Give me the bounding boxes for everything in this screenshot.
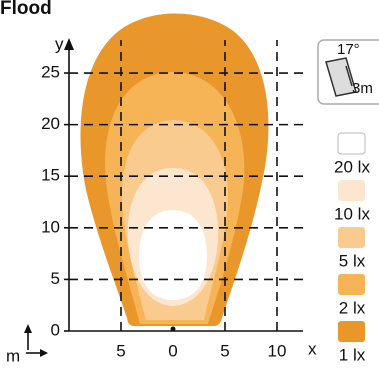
grid xyxy=(69,40,303,331)
legend-label: 20 lx xyxy=(334,157,370,176)
icon-lamp xyxy=(325,57,357,97)
y-axis-label: y xyxy=(55,34,64,53)
icon-height: 3m xyxy=(352,80,373,97)
icon-line xyxy=(345,65,353,87)
legend-label: 10 lx xyxy=(334,204,370,223)
legend-swatch xyxy=(337,132,366,155)
origin-dot xyxy=(170,326,176,332)
legend-swatch xyxy=(338,274,365,295)
y-tick-label: 15 xyxy=(41,166,60,185)
y-tick-label: 20 xyxy=(41,114,60,133)
legend-label: 1 lx xyxy=(339,345,366,364)
unit-arrow-right-head xyxy=(40,349,48,357)
y-tick-label: 5 xyxy=(51,269,60,288)
x-axis-label: x xyxy=(308,339,317,358)
legend-label: 5 lx xyxy=(339,251,366,270)
unit-arrow-up-head xyxy=(24,324,32,333)
unit-label: m xyxy=(6,346,20,365)
y-axis-arrow xyxy=(64,38,74,50)
legend-label: 2 lx xyxy=(339,298,366,317)
isolux-zone xyxy=(139,210,207,300)
y-tick-label: 10 xyxy=(41,217,60,236)
legend-swatch xyxy=(338,227,365,248)
x-tick-label: 5 xyxy=(220,341,229,360)
isolux-zones xyxy=(80,13,269,326)
legend-swatch xyxy=(338,180,365,201)
x-tick-label: 5 xyxy=(116,341,125,360)
x-tick-label: 0 xyxy=(168,341,177,360)
x-tick-label: 10 xyxy=(268,341,287,360)
legend-swatch xyxy=(338,321,365,342)
chart-title: Flood xyxy=(0,0,52,19)
mount-icon: 17° 3m xyxy=(317,39,379,105)
y-tick-label: 0 xyxy=(51,320,60,339)
y-tick-label: 25 xyxy=(41,63,60,82)
icon-angle: 17° xyxy=(337,41,360,58)
legend: 20 lx 10 lx 5 lx 2 lx 1 lx xyxy=(334,132,370,364)
